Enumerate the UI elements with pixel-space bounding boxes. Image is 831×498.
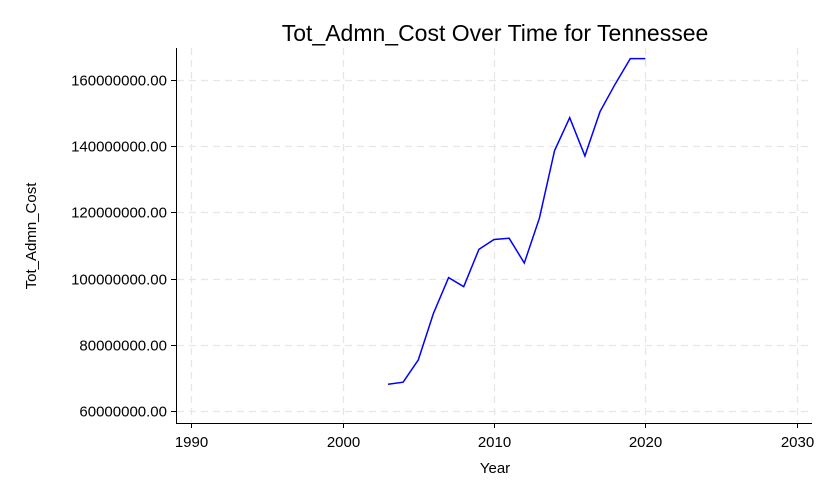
x-axis-label: Year <box>480 460 510 477</box>
series-line <box>387 57 646 385</box>
chart-title: Tot_Admn_Cost Over Time for Tennessee <box>282 20 709 46</box>
x-ticks: 1990 2000 2010 2020 2030 <box>175 423 814 451</box>
x-tick-label: 1990 <box>175 434 208 451</box>
x-tick-label: 2030 <box>781 434 814 451</box>
y-tick-label: 140000000.00 <box>71 139 167 156</box>
y-tick-label: 100000000.00 <box>71 272 167 289</box>
y-ticks: 60000000.00 80000000.00 100000000.00 120000… <box>71 73 176 421</box>
axes <box>176 48 812 424</box>
x-tick-label: 2020 <box>629 434 662 451</box>
y-axis-label: Tot_Admn_Cost <box>23 182 40 290</box>
y-tick-label: 60000000.00 <box>79 404 167 421</box>
y-tick-label: 120000000.00 <box>71 205 167 222</box>
y-tick-label: 80000000.00 <box>79 338 167 355</box>
series-group <box>387 57 646 385</box>
y-tick-label: 160000000.00 <box>71 73 167 90</box>
x-tick-label: 2010 <box>478 434 511 451</box>
grid <box>177 48 812 422</box>
x-tick-label: 2000 <box>327 434 360 451</box>
